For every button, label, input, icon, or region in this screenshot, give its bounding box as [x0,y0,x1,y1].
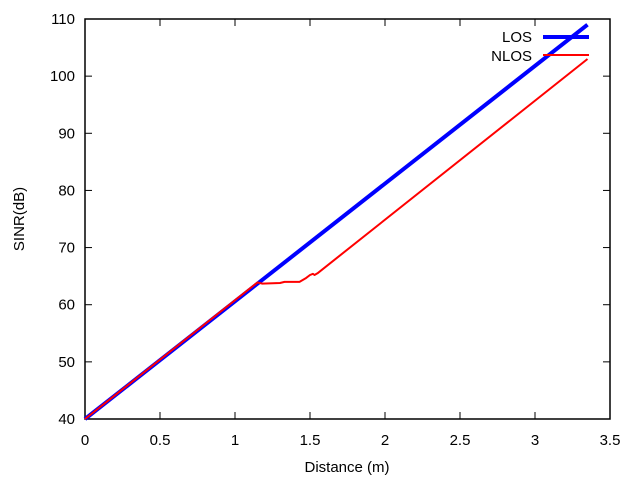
y-tick-label: 80 [58,182,75,199]
y-tick-label: 60 [58,297,75,314]
x-tick-label: 2.5 [450,432,471,449]
legend-label-los: LOS [502,29,532,46]
legend: LOS NLOS [491,29,589,65]
plot-frame [84,18,611,420]
legend-label-nlos: NLOS [491,48,532,65]
series-lines [83,23,589,421]
x-axis-label: Distance (m) [304,459,389,476]
x-tick-label: 3 [531,432,539,449]
x-tick-label: 2 [381,432,389,449]
x-tick-label: 0 [81,432,89,449]
x-tick-label: 0.5 [150,432,171,449]
y-tick-label: 40 [58,411,75,428]
x-tick-label: 3.5 [600,432,621,449]
y-tick-label: 70 [58,240,75,257]
series-line-nlos [84,58,589,420]
plot-area [84,18,611,420]
y-tick-label: 50 [58,354,75,371]
x-tick-label: 1 [231,432,239,449]
x-tick-labels: 0 0.5 1 1.5 2 2.5 3 3.5 [81,432,621,449]
y-tick-label: 100 [50,68,75,85]
y-tick-label: 110 [51,11,75,28]
y-axis-label: SINR(dB) [11,187,28,251]
y-tick-labels: 40 50 60 70 80 90 100 110 [50,11,75,428]
x-tick-label: 1.5 [300,432,321,449]
y-tick-label: 90 [58,125,75,142]
